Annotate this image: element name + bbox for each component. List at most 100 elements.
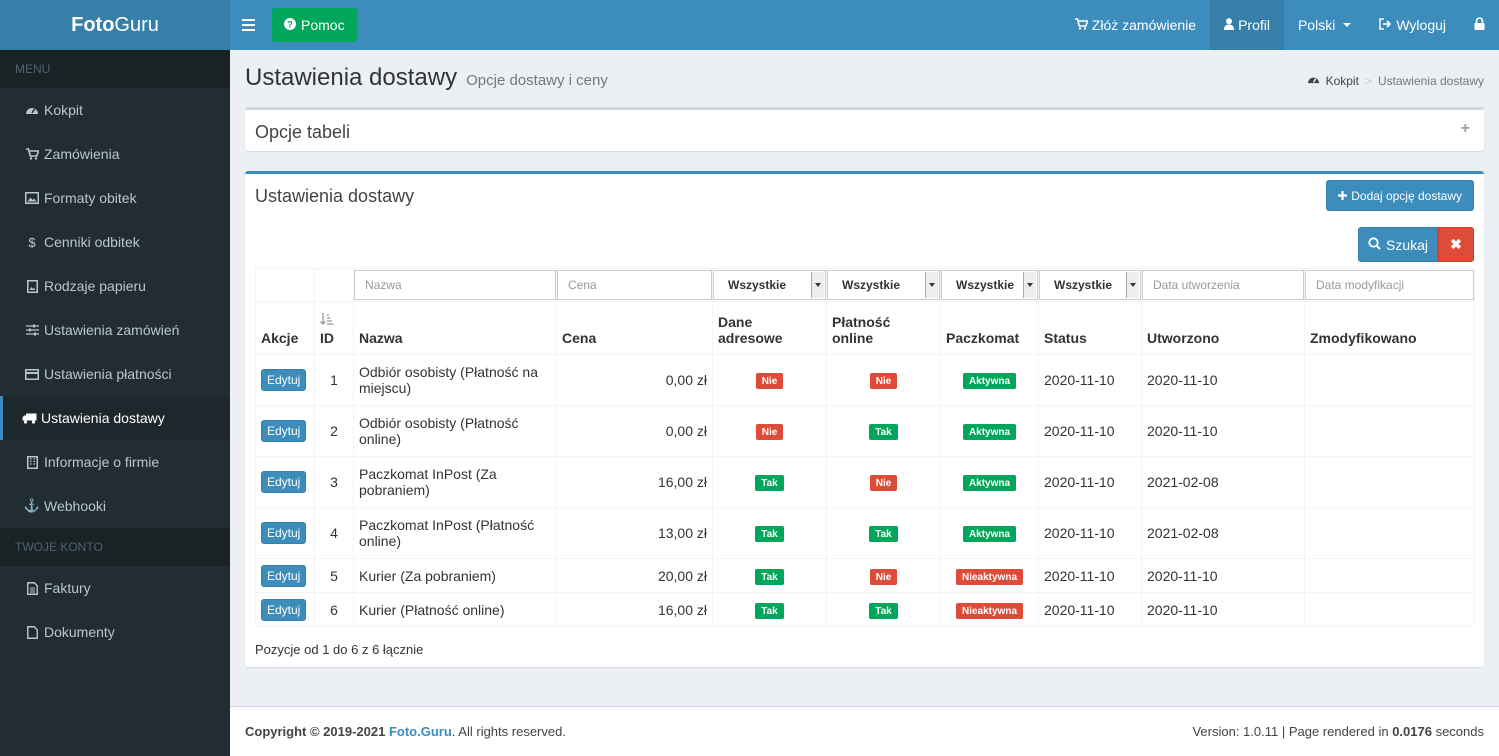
price-filter-input[interactable]: Cena — [557, 270, 712, 300]
sidebar-account-header: TWOJE KONTO — [0, 528, 230, 566]
breadcrumb: Kokpit > Ustawienia dostawy — [1307, 74, 1484, 88]
sidebar-item-invoices[interactable]: Faktury — [0, 566, 230, 610]
edit-button[interactable]: Edytuj — [261, 369, 307, 391]
sidebar-item-payment-settings[interactable]: Ustawienia płatności — [0, 352, 230, 396]
col-created[interactable]: Utworzono — [1141, 301, 1305, 355]
filter-cell-empty — [255, 268, 315, 302]
add-delivery-option-button[interactable]: Dodaj opcję dostawy — [1326, 180, 1474, 211]
dashboard-icon — [1307, 74, 1320, 88]
col-address[interactable]: Dane adresowe — [712, 301, 827, 355]
search-button[interactable]: Szukaj — [1358, 227, 1438, 262]
cell-status: 2020-11-10 — [1038, 456, 1142, 508]
render-time: 0.0176 — [1392, 724, 1432, 739]
col-actions: Akcje — [255, 301, 315, 355]
nav-lock[interactable] — [1460, 0, 1499, 50]
col-price[interactable]: Cena — [556, 301, 713, 355]
sign-out-icon — [1379, 17, 1392, 33]
name-filter-input[interactable]: Nazwa — [354, 270, 556, 300]
sidebar-toggle-icon[interactable] — [242, 14, 260, 36]
cell-online: Nie — [826, 558, 941, 593]
sidebar-item-dashboard[interactable]: Kokpit — [0, 88, 230, 132]
svg-text:?: ? — [287, 20, 293, 30]
cell-modified — [1304, 507, 1475, 559]
help-label: Pomoc — [301, 17, 345, 33]
cell-name: Kurier (Za pobraniem) — [353, 558, 557, 593]
modified-filter-input[interactable]: Data modyfikacji — [1305, 270, 1474, 300]
nav-logout[interactable]: Wyloguj — [1365, 0, 1460, 50]
address-filter-select[interactable]: Wszystkie — [713, 270, 826, 300]
filter-cell-locker: Wszystkie — [940, 268, 1039, 302]
breadcrumb-home[interactable]: Kokpit — [1325, 74, 1359, 88]
content-header: Ustawienia dostawy Opcje dostawy i ceny — [245, 64, 608, 92]
col-locker[interactable]: Paczkomat — [940, 301, 1039, 355]
table-options-box: Opcje tabeli + — [245, 107, 1484, 151]
expand-plus-icon[interactable]: + — [1460, 120, 1470, 137]
edit-button[interactable]: Edytuj — [261, 564, 307, 587]
sidebar-item-webhooks[interactable]: ⚓ Webhooki — [0, 484, 230, 528]
copyright-suffix: . All rights reserved. — [451, 724, 566, 739]
edit-button[interactable]: Edytuj — [261, 598, 307, 621]
copyright-link[interactable]: Foto.Guru — [388, 724, 452, 739]
locker-filter-select[interactable]: Wszystkie — [941, 270, 1038, 300]
delivery-box-title: Ustawienia dostawy — [255, 186, 415, 206]
cell-locker: Aktywna — [940, 507, 1039, 559]
chevron-down-icon — [1023, 272, 1036, 298]
cell-price: 20,00 zł — [556, 558, 713, 593]
sidebar-item-company-info[interactable]: Informacje o firmie — [0, 440, 230, 484]
address-badge: Tak — [755, 602, 784, 619]
online-filter-select[interactable]: Wszystkie — [827, 270, 940, 300]
sidebar-item-pricelists[interactable]: $ Cenniki odbitek — [0, 220, 230, 264]
clear-filters-button[interactable]: ✖ — [1438, 227, 1474, 262]
status-filter-value: Wszystkie — [1054, 278, 1113, 292]
cell-id: 2 — [314, 405, 354, 457]
sidebar-item-formats[interactable]: Formaty obitek — [0, 176, 230, 220]
sidebar-menu-header: MENU — [0, 50, 230, 88]
delivery-options-table: Nazwa Cena Wszystkie Wszystkie Wszystkie… — [255, 268, 1475, 627]
locker-filter-value: Wszystkie — [956, 278, 1015, 292]
col-online-line1: Płatność — [832, 314, 891, 330]
sidebar-item-order-settings[interactable]: Ustawienia zamówień — [0, 308, 230, 352]
brand-logo[interactable]: Foto Guru — [0, 0, 230, 50]
cell-actions: Edytuj — [255, 592, 315, 627]
sidebar-item-delivery-settings[interactable]: Ustawienia dostawy — [0, 396, 230, 440]
nav-profile[interactable]: Profil — [1210, 0, 1284, 50]
filter-cell-price: Cena — [556, 268, 713, 302]
help-button[interactable]: ? Pomoc — [272, 8, 357, 42]
status-filter-select[interactable]: Wszystkie — [1039, 270, 1141, 300]
sidebar-item-documents[interactable]: Dokumenty — [0, 610, 230, 654]
cell-address: Tak — [712, 558, 827, 593]
cell-locker: Nieaktywna — [940, 592, 1039, 627]
cell-online: Tak — [826, 405, 941, 457]
address-badge: Tak — [755, 475, 784, 491]
filter-cell-created: Data utworzenia — [1141, 268, 1305, 302]
top-navbar: ? Pomoc Złóż zamówienie Profil Polski Wy… — [230, 0, 1499, 50]
cell-status: 2020-11-10 — [1038, 405, 1142, 457]
cell-name: Odbiór osobisty (Płatność na miejscu) — [353, 354, 557, 406]
cell-name: Kurier (Płatność online) — [353, 592, 557, 627]
col-status[interactable]: Status — [1038, 301, 1142, 355]
created-filter-input[interactable]: Data utworzenia — [1142, 270, 1304, 300]
nav-order[interactable]: Złóż zamówienie — [1061, 0, 1210, 50]
nav-profile-label: Profil — [1238, 17, 1270, 33]
cell-address: Tak — [712, 507, 827, 559]
sidebar-item-paper[interactable]: Rodzaje papieru — [0, 264, 230, 308]
sidebar-item-orders[interactable]: Zamówienia — [0, 132, 230, 176]
col-id[interactable]: ID — [314, 301, 354, 355]
table-options-title[interactable]: Opcje tabeli — [255, 122, 351, 142]
col-name[interactable]: Nazwa — [353, 301, 557, 355]
cell-modified — [1304, 456, 1475, 508]
cell-online: Nie — [826, 354, 941, 406]
col-modified[interactable]: Zmodyfikowano — [1304, 301, 1475, 355]
cell-name: Odbiór osobisty (Płatność online) — [353, 405, 557, 457]
online-badge: Nie — [869, 475, 898, 491]
chevron-down-icon — [925, 272, 938, 298]
col-online[interactable]: Płatność online — [826, 301, 941, 355]
filter-cell-address: Wszystkie — [712, 268, 827, 302]
edit-button[interactable]: Edytuj — [261, 471, 307, 493]
add-delivery-option-label: Dodaj opcję dostawy — [1351, 188, 1462, 203]
sidebar-item-label: Dokumenty — [44, 624, 115, 640]
sidebar-item-label: Webhooki — [44, 498, 107, 514]
edit-button[interactable]: Edytuj — [261, 522, 307, 544]
edit-button[interactable]: Edytuj — [261, 420, 307, 442]
nav-language[interactable]: Polski — [1284, 0, 1365, 50]
